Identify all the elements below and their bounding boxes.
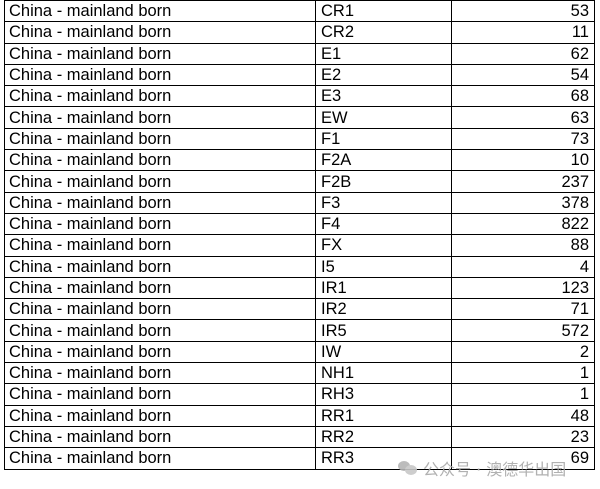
visa-class-cell: F1 (315, 127, 452, 151)
table-row: China - mainland born F1 73 (4, 127, 595, 151)
visa-class-cell: I5 (315, 255, 452, 278)
count-cell: 48 (451, 404, 595, 427)
table-row: China - mainland born F2B 237 (4, 170, 595, 193)
count-cell: 23 (451, 425, 595, 449)
table-row: China - mainland born E2 54 (4, 63, 595, 87)
visa-class-cell: F2A (315, 149, 452, 172)
country-cell: China - mainland born (4, 212, 316, 236)
table-row: China - mainland born IR1 123 (4, 276, 595, 300)
count-cell: 2 (451, 340, 595, 364)
country-cell: China - mainland born (4, 298, 316, 321)
country-cell: China - mainland born (4, 170, 316, 193)
visa-class-cell: RR2 (315, 425, 452, 449)
table-row: China - mainland born I5 4 (4, 255, 595, 278)
country-cell: China - mainland born (4, 383, 316, 406)
visa-class-cell: CR2 (315, 21, 452, 44)
table-row: China - mainland born E1 62 (4, 42, 595, 65)
visa-class-cell: FX (315, 234, 452, 257)
country-cell: China - mainland born (4, 0, 316, 23)
count-cell: 71 (451, 298, 595, 321)
count-cell: 62 (451, 42, 595, 65)
count-cell: 1 (451, 362, 595, 385)
table-row: China - mainland born RR1 48 (4, 404, 595, 427)
country-cell: China - mainland born (4, 191, 316, 214)
watermark-text: 公众号 · 澳德华出国 (423, 460, 567, 479)
table-row: China - mainland born RH3 1 (4, 383, 595, 406)
table-row: China - mainland born IW 2 (4, 340, 595, 364)
visa-issuance-table: China - mainland born CR1 53 China - mainla… (4, 0, 595, 470)
table-row: China - mainland born RR2 23 (4, 425, 595, 449)
country-cell: China - mainland born (4, 234, 316, 257)
visa-class-cell: RR1 (315, 404, 452, 427)
visa-class-cell: F4 (315, 212, 452, 236)
table-row: China - mainland born RR3 69 (4, 447, 595, 470)
count-cell: 11 (451, 21, 595, 44)
visa-class-cell: CR1 (315, 0, 452, 23)
table-row: China - mainland born E3 68 (4, 85, 595, 108)
count-cell: 572 (451, 319, 595, 342)
table-row: China - mainland born F2A 10 (4, 149, 595, 172)
count-cell: 4 (451, 255, 595, 278)
table-row: China - mainland born F3 378 (4, 191, 595, 214)
country-cell: China - mainland born (4, 362, 316, 385)
table-row: China - mainland born CR2 11 (4, 21, 595, 44)
visa-class-cell: F2B (315, 170, 452, 193)
count-cell: 237 (451, 170, 595, 193)
country-cell: China - mainland born (4, 85, 316, 108)
table-row: China - mainland born IR5 572 (4, 319, 595, 342)
visa-class-cell: EW (315, 106, 452, 129)
country-cell: China - mainland born (4, 255, 316, 278)
visa-class-cell: IW (315, 340, 452, 364)
count-cell: 73 (451, 127, 595, 151)
visa-class-cell: E2 (315, 63, 452, 87)
count-cell: 88 (451, 234, 595, 257)
table-row: China - mainland born NH1 1 (4, 362, 595, 385)
watermark: 公众号 · 澳德华出国 (398, 456, 566, 480)
country-cell: China - mainland born (4, 425, 316, 449)
visa-class-cell: IR1 (315, 276, 452, 300)
country-cell: China - mainland born (4, 106, 316, 129)
count-cell: 123 (451, 276, 595, 300)
table-row: China - mainland born IR2 71 (4, 298, 595, 321)
visa-class-cell: IR5 (315, 319, 452, 342)
country-cell: China - mainland born (4, 276, 316, 300)
count-cell: 822 (451, 212, 595, 236)
country-cell: China - mainland born (4, 21, 316, 44)
table-row: China - mainland born CR1 53 (4, 0, 595, 23)
count-cell: 68 (451, 85, 595, 108)
visa-class-cell: E3 (315, 85, 452, 108)
count-cell: 378 (451, 191, 595, 214)
country-cell: China - mainland born (4, 447, 316, 470)
count-cell: 69 (451, 447, 595, 470)
table-row: China - mainland born F4 822 (4, 212, 595, 236)
count-cell: 10 (451, 149, 595, 172)
count-cell: 1 (451, 383, 595, 406)
wechat-icon (398, 460, 418, 476)
visa-class-cell: IR2 (315, 298, 452, 321)
visa-class-cell: F3 (315, 191, 452, 214)
count-cell: 53 (451, 0, 595, 23)
visa-class-cell: E1 (315, 42, 452, 65)
country-cell: China - mainland born (4, 319, 316, 342)
country-cell: China - mainland born (4, 149, 316, 172)
table-row: China - mainland born EW 63 (4, 106, 595, 129)
visa-class-cell: NH1 (315, 362, 452, 385)
country-cell: China - mainland born (4, 340, 316, 364)
country-cell: China - mainland born (4, 404, 316, 427)
count-cell: 54 (451, 63, 595, 87)
table-row: China - mainland born FX 88 (4, 234, 595, 257)
country-cell: China - mainland born (4, 63, 316, 87)
visa-class-cell: RH3 (315, 383, 452, 406)
country-cell: China - mainland born (4, 127, 316, 151)
count-cell: 63 (451, 106, 595, 129)
country-cell: China - mainland born (4, 42, 316, 65)
